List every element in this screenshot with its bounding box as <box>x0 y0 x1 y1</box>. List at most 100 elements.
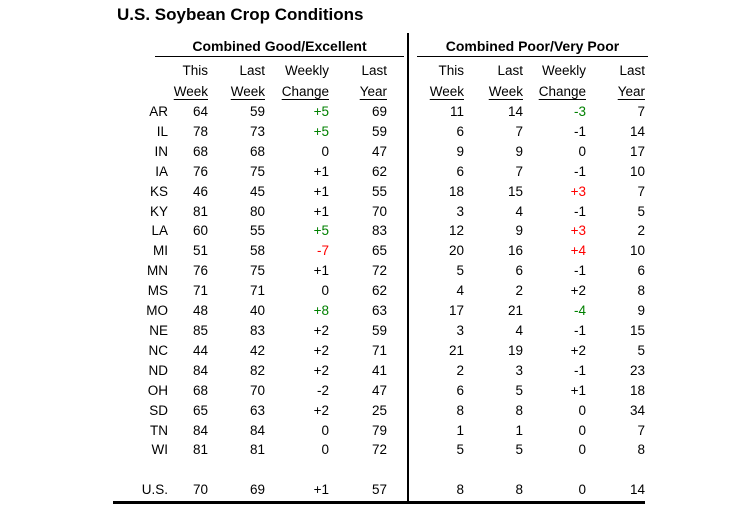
good-last-week-cell: 40 <box>249 303 265 319</box>
poor-this-week-cell: 5 <box>456 263 464 279</box>
poor-last-week-cell: 19 <box>507 342 523 358</box>
good-this-week-cell: 46 <box>192 183 208 199</box>
page-title: U.S. Soybean Crop Conditions <box>117 5 364 24</box>
good-this-week-cell: 70 <box>192 482 208 498</box>
good-last-year-cell: 47 <box>371 382 387 398</box>
good-this-week-cell: 65 <box>192 402 208 418</box>
good-col-header-2: Weekly <box>284 63 329 78</box>
good-weekly-change-cell: +2 <box>313 342 329 358</box>
header-row-line2: Week Week Change Year Week Week Change Year <box>117 81 645 102</box>
good-col-header-0: This <box>182 63 208 78</box>
good-this-week-cell: 81 <box>192 442 208 458</box>
state-header-cell <box>117 81 168 102</box>
poor-this-week-cell: 11 <box>449 104 464 119</box>
good-weekly-change-cell: 0 <box>321 442 329 458</box>
poor-last-year-cell: 8 <box>637 283 645 299</box>
spacer-cell <box>387 361 409 381</box>
poor-last-week-cell: 8 <box>515 402 523 418</box>
good-last-week-cell: 75 <box>249 163 265 179</box>
good-last-week-cell: 42 <box>249 342 265 358</box>
table-row: IA 76 75 +1 62 6 7 -1 10 <box>117 162 645 182</box>
good-this-week-cell: 76 <box>192 263 208 279</box>
poor-col-header-2: Weekly <box>541 63 586 78</box>
poor-weekly-change-cell: +3 <box>570 183 586 199</box>
good-col-header-1-label: Week <box>230 84 265 99</box>
good-this-week-cell: 68 <box>192 143 208 159</box>
good-this-week-cell: 48 <box>192 303 208 319</box>
good-weekly-change-cell: 0 <box>321 143 329 159</box>
poor-weekly-change-cell: -3 <box>573 104 586 119</box>
poor-weekly-change-cell: -1 <box>573 322 586 338</box>
poor-last-year-cell: 7 <box>637 422 645 438</box>
poor-last-year-cell: 17 <box>629 143 645 159</box>
good-this-week-cell: 60 <box>192 223 208 239</box>
state-cell: ND <box>148 362 169 378</box>
good-weekly-change-cell: +5 <box>313 223 329 239</box>
good-last-year-cell: 59 <box>371 322 387 338</box>
poor-this-week-cell: 4 <box>456 283 464 299</box>
state-cell: IA <box>155 163 168 179</box>
poor-this-week-cell: 8 <box>456 402 464 418</box>
table-bottom-rule <box>113 501 645 504</box>
table-row: WI 81 81 0 72 5 5 0 8 <box>117 440 646 460</box>
spacer-cell <box>387 281 409 301</box>
poor-last-year-cell: 9 <box>637 303 645 319</box>
poor-col-header-1: Last <box>497 63 523 78</box>
state-cell: KS <box>149 183 168 199</box>
poor-weekly-change-cell: +1 <box>570 382 586 398</box>
good-col-header-0-label: Week <box>173 84 208 99</box>
good-weekly-change-cell: -2 <box>316 382 329 398</box>
good-last-week-cell: 63 <box>249 402 265 418</box>
table-row: OH 68 70 -2 47 6 5 +1 18 <box>117 381 645 401</box>
poor-weekly-change-cell: 0 <box>578 402 586 418</box>
poor-last-week-cell: 5 <box>515 382 523 398</box>
section-title-good-excellent: Combined Good/Excellent <box>155 37 404 57</box>
poor-weekly-change-cell: -1 <box>573 362 586 378</box>
poor-last-year-cell: 7 <box>637 104 645 119</box>
spacer-cell <box>387 81 409 102</box>
poor-last-year-cell: 14 <box>629 482 645 498</box>
state-cell: NC <box>148 342 169 358</box>
spacer-cell <box>387 162 409 182</box>
poor-weekly-change-cell: -1 <box>573 163 586 179</box>
table-row: MN 76 75 +1 72 5 6 -1 6 <box>117 261 645 281</box>
spacer-cell <box>387 421 409 441</box>
good-weekly-change-cell: +5 <box>313 104 329 119</box>
poor-this-week-cell: 9 <box>456 143 464 159</box>
poor-this-week-cell: 5 <box>456 442 464 458</box>
poor-last-week-cell: 9 <box>515 143 523 159</box>
good-weekly-change-cell: +5 <box>313 123 329 139</box>
poor-col-header-3-label: Year <box>617 84 645 99</box>
good-col-header-1: Week <box>208 81 265 102</box>
table-row: NE 85 83 +2 59 3 4 -1 15 <box>117 321 645 341</box>
good-this-week-cell: 76 <box>192 163 208 179</box>
spacer-cell <box>387 480 409 500</box>
good-last-year-cell: 83 <box>371 223 387 239</box>
table-row: IN 68 68 0 47 9 9 0 17 <box>117 142 646 162</box>
table-row: TN 84 84 0 79 1 1 0 7 <box>117 421 645 441</box>
poor-weekly-change-cell: -1 <box>573 263 586 279</box>
good-last-week-cell: 82 <box>249 362 265 378</box>
table-row: ND 84 82 +2 41 2 3 -1 23 <box>117 361 646 381</box>
poor-col-header-1-label: Week <box>488 84 523 99</box>
good-last-year-cell: 47 <box>371 143 387 159</box>
good-last-year-cell: 65 <box>371 243 387 259</box>
poor-weekly-change-cell: 0 <box>578 442 586 458</box>
table-row: SD 65 63 +2 25 8 8 0 34 <box>117 401 645 421</box>
state-cell: MN <box>147 263 168 279</box>
poor-weekly-change-cell: +2 <box>570 283 586 299</box>
table-row: AR 64 59 +5 69 11 14 -3 7 <box>117 102 645 122</box>
poor-last-year-cell: 2 <box>637 223 645 239</box>
poor-this-week-cell: 1 <box>456 422 464 438</box>
poor-last-week-cell: 4 <box>515 322 523 338</box>
good-this-week-cell: 51 <box>192 243 208 259</box>
good-last-week-cell: 58 <box>249 243 265 259</box>
spacer-cell <box>387 182 409 202</box>
state-cell: IN <box>154 143 169 159</box>
good-weekly-change-cell: 0 <box>321 283 329 299</box>
poor-weekly-change-cell: -1 <box>573 203 586 219</box>
poor-this-week-cell: 20 <box>448 243 464 259</box>
spacer-cell <box>387 381 409 401</box>
state-header-cell <box>117 60 168 81</box>
poor-weekly-change-cell: +3 <box>570 223 586 239</box>
